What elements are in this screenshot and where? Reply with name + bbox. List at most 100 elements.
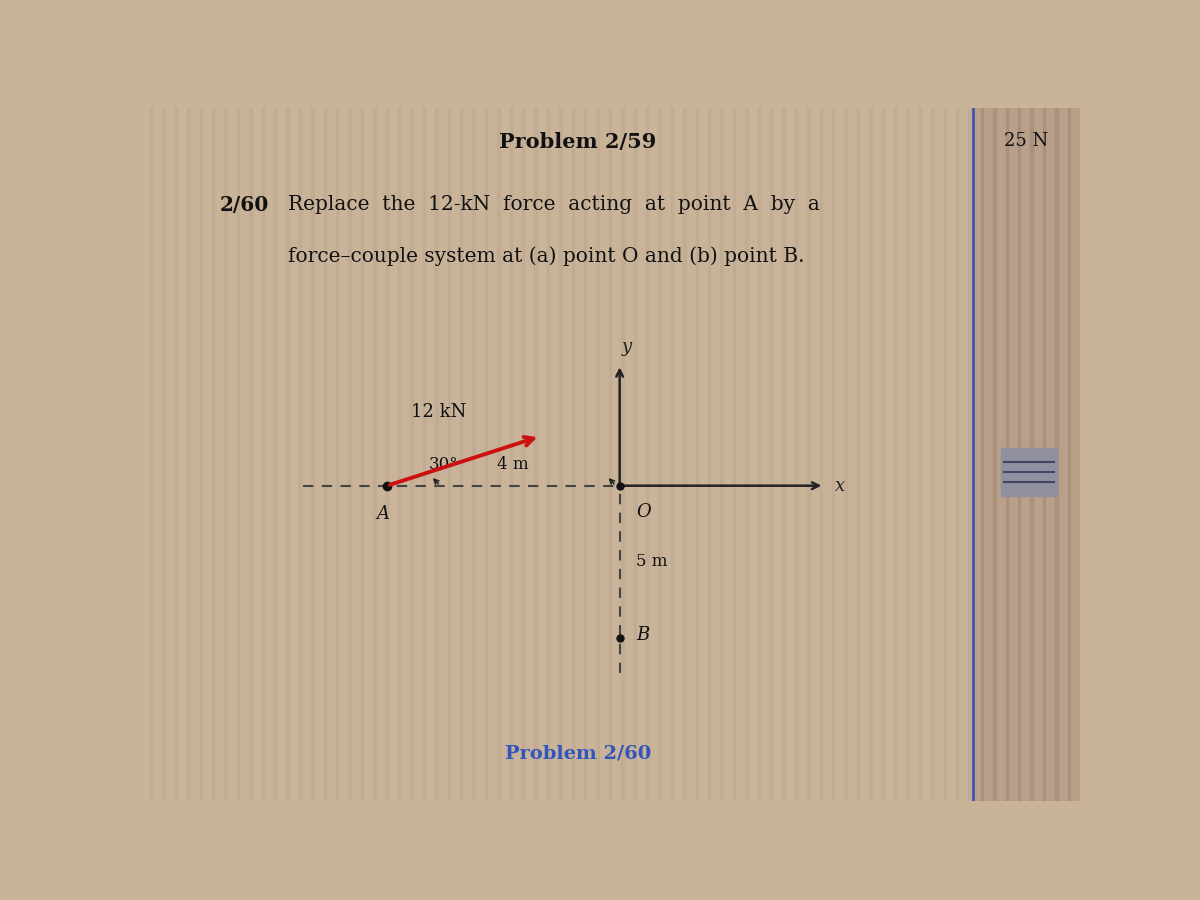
Text: Problem 2/59: Problem 2/59 bbox=[499, 132, 656, 152]
Bar bbox=[422, 108, 425, 801]
Bar bbox=[659, 108, 661, 801]
Bar bbox=[696, 108, 698, 801]
Bar bbox=[994, 108, 996, 801]
Bar bbox=[1043, 108, 1045, 801]
Bar bbox=[943, 108, 946, 801]
Bar bbox=[250, 108, 252, 801]
Bar bbox=[287, 108, 289, 801]
Bar bbox=[385, 108, 388, 801]
Bar bbox=[1018, 108, 1020, 801]
Bar bbox=[571, 108, 574, 801]
Bar bbox=[199, 108, 202, 801]
Bar bbox=[473, 108, 475, 801]
Bar bbox=[1031, 108, 1033, 801]
Bar bbox=[1001, 447, 1057, 496]
Bar bbox=[832, 108, 834, 801]
Bar bbox=[361, 108, 364, 801]
Bar bbox=[931, 108, 934, 801]
Bar bbox=[1006, 108, 1008, 801]
Bar bbox=[274, 108, 276, 801]
Bar bbox=[324, 108, 326, 801]
Bar bbox=[882, 108, 884, 801]
Bar bbox=[782, 108, 785, 801]
Text: O: O bbox=[636, 503, 652, 521]
Text: Problem 2/60: Problem 2/60 bbox=[505, 745, 650, 763]
Bar bbox=[1031, 108, 1033, 801]
Bar bbox=[212, 108, 215, 801]
Bar bbox=[448, 108, 450, 801]
Bar bbox=[584, 108, 587, 801]
Text: B: B bbox=[636, 626, 649, 644]
Text: A: A bbox=[376, 505, 389, 523]
Bar bbox=[634, 108, 636, 801]
Bar bbox=[794, 108, 797, 801]
Bar bbox=[175, 108, 178, 801]
Bar bbox=[410, 108, 413, 801]
Bar bbox=[745, 108, 748, 801]
Bar bbox=[1068, 108, 1070, 801]
Bar bbox=[398, 108, 401, 801]
Bar bbox=[608, 108, 611, 801]
Text: x: x bbox=[835, 477, 846, 495]
Text: 2/60: 2/60 bbox=[220, 194, 269, 214]
Bar bbox=[956, 108, 959, 801]
Bar bbox=[547, 108, 550, 801]
Bar bbox=[348, 108, 350, 801]
Bar bbox=[510, 108, 512, 801]
Bar bbox=[224, 108, 227, 801]
Bar bbox=[757, 108, 760, 801]
Bar bbox=[436, 108, 438, 801]
Bar bbox=[869, 108, 871, 801]
Text: y: y bbox=[622, 338, 632, 356]
Bar bbox=[187, 108, 190, 801]
Bar bbox=[336, 108, 338, 801]
Bar bbox=[150, 108, 152, 801]
Bar bbox=[299, 108, 301, 801]
Bar bbox=[1055, 108, 1057, 801]
Bar bbox=[671, 108, 673, 801]
Bar bbox=[1055, 108, 1057, 801]
Bar bbox=[596, 108, 599, 801]
Text: force–couple system at (a) point O and (b) point B.: force–couple system at (a) point O and (… bbox=[288, 247, 804, 266]
Bar bbox=[720, 108, 722, 801]
Bar bbox=[262, 108, 264, 801]
Bar bbox=[559, 108, 562, 801]
Bar bbox=[973, 108, 1080, 801]
Bar bbox=[522, 108, 524, 801]
Bar bbox=[683, 108, 685, 801]
Bar bbox=[311, 108, 313, 801]
Text: 30°: 30° bbox=[430, 456, 458, 473]
Bar bbox=[919, 108, 922, 801]
Bar bbox=[1068, 108, 1070, 801]
Bar bbox=[497, 108, 499, 801]
Text: 4 m: 4 m bbox=[497, 456, 528, 473]
Bar bbox=[980, 108, 983, 801]
Bar bbox=[1018, 108, 1020, 801]
Bar bbox=[622, 108, 624, 801]
Bar bbox=[708, 108, 710, 801]
Bar bbox=[485, 108, 487, 801]
Bar bbox=[980, 108, 983, 801]
Bar bbox=[646, 108, 648, 801]
Bar bbox=[770, 108, 773, 801]
Bar bbox=[534, 108, 536, 801]
Bar bbox=[808, 108, 810, 801]
Text: Replace  the  12-kN  force  acting  at  point  A  by  a: Replace the 12-kN force acting at point … bbox=[288, 194, 820, 213]
Text: 25 N: 25 N bbox=[1004, 132, 1049, 150]
Bar bbox=[373, 108, 376, 801]
Bar bbox=[1043, 108, 1045, 801]
Bar bbox=[906, 108, 908, 801]
Bar bbox=[733, 108, 736, 801]
Bar bbox=[894, 108, 896, 801]
Bar bbox=[994, 108, 996, 801]
Bar bbox=[968, 108, 971, 801]
Bar bbox=[820, 108, 822, 801]
Bar bbox=[236, 108, 239, 801]
Bar bbox=[460, 108, 462, 801]
Bar bbox=[162, 108, 164, 801]
Bar bbox=[1006, 108, 1008, 801]
Bar bbox=[857, 108, 859, 801]
Text: 5 m: 5 m bbox=[636, 554, 668, 571]
Text: 12 kN: 12 kN bbox=[412, 403, 467, 421]
Bar bbox=[845, 108, 847, 801]
